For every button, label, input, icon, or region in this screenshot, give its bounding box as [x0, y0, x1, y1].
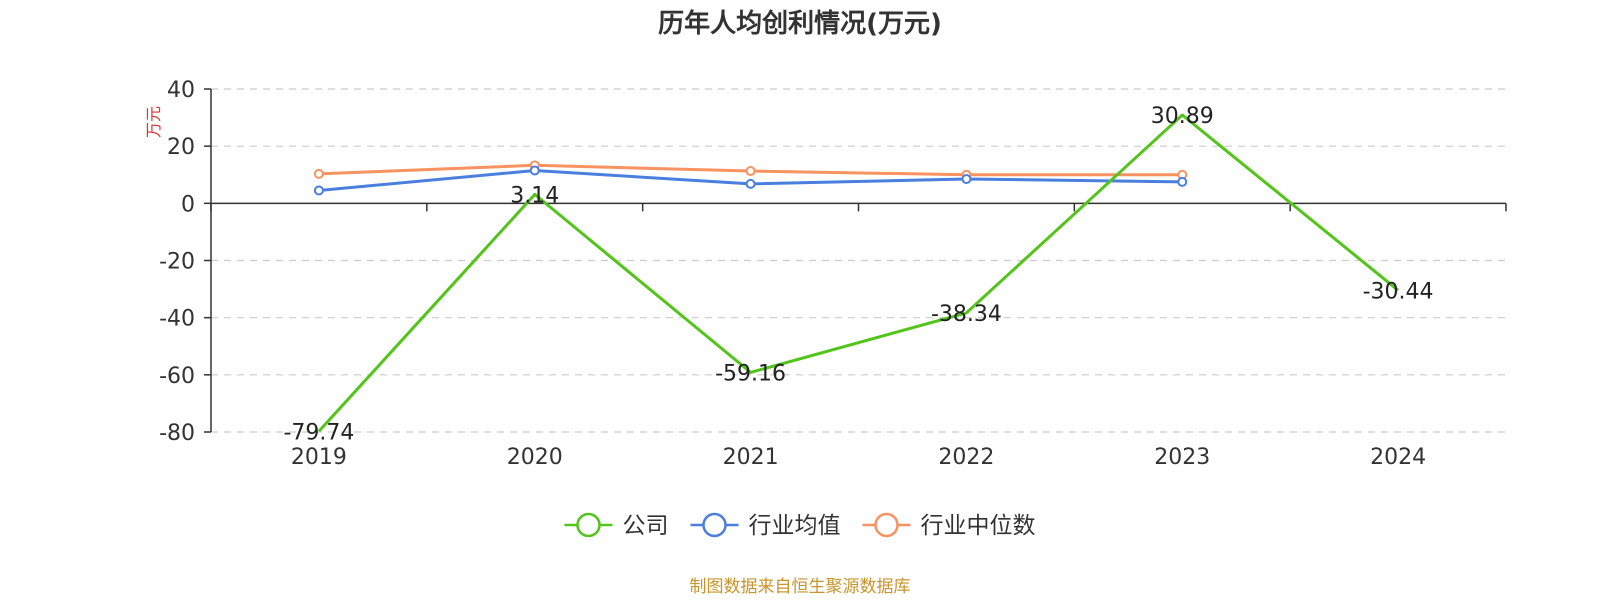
y-tick-label: 0 — [181, 192, 195, 217]
x-tick-label: 2020 — [507, 445, 563, 470]
data-point-marker — [313, 168, 324, 179]
x-tick-label: 2019 — [291, 445, 347, 470]
legend[interactable]: 公司 行业均值 行业中位数 — [564, 512, 1036, 539]
data-labels: -79.74 3.14 -59.16 -38.34 30.89 -30.44 — [283, 104, 1433, 445]
y-tick-label: 40 — [167, 78, 195, 103]
data-point-marker — [745, 178, 756, 189]
legend-label: 公司 — [623, 513, 669, 539]
chart-title: 历年人均创利情况(万元) — [658, 8, 942, 39]
data-label: 30.89 — [1151, 104, 1214, 129]
data-point-marker — [961, 174, 972, 185]
data-point-marker — [1177, 176, 1188, 187]
data-label: 3.14 — [510, 183, 559, 208]
data-label: -79.74 — [283, 420, 354, 445]
legend-swatch-marker — [702, 512, 727, 538]
y-tick-label: 20 — [167, 135, 195, 160]
data-point-marker — [313, 185, 324, 196]
x-tick-label: 2023 — [1154, 445, 1210, 470]
series-line-1 — [317, 113, 1400, 433]
axes: 40 20 0 -20 -40 -60 -80 2019 2020 2021 2022 2023 202… — [159, 78, 1507, 470]
y-axis-unit-label: 万元 — [144, 106, 163, 138]
y-tick-label: -80 — [159, 421, 195, 446]
data-point-marker — [745, 166, 756, 177]
x-tick-label: 2022 — [938, 445, 994, 470]
grid-lines — [211, 88, 1506, 433]
y-tick-label: -40 — [159, 307, 195, 332]
legend-label: 行业中位数 — [921, 513, 1036, 539]
legend-swatch-marker — [874, 512, 899, 538]
legend-swatch-marker — [576, 512, 601, 538]
data-label: -59.16 — [715, 361, 786, 386]
series-lines — [313, 113, 1400, 433]
source-note: 制图数据来自恒生聚源数据库 — [690, 577, 911, 597]
y-tick-label: -60 — [159, 364, 195, 389]
y-tick-label: -20 — [159, 250, 195, 275]
data-point-marker — [529, 165, 540, 176]
x-tick-label: 2024 — [1370, 445, 1426, 470]
data-label: -38.34 — [931, 302, 1002, 327]
data-label: -30.44 — [1363, 279, 1434, 304]
x-tick-label: 2021 — [723, 445, 779, 470]
legend-label: 行业均值 — [749, 513, 841, 539]
